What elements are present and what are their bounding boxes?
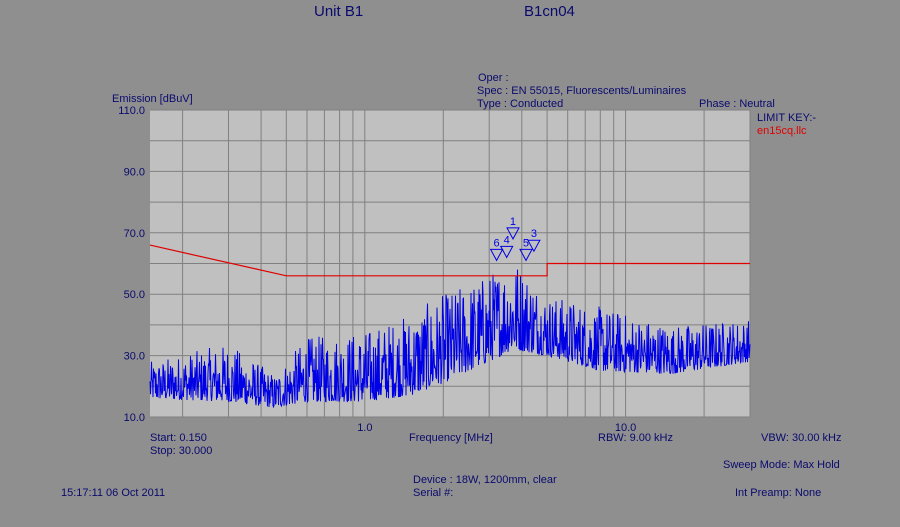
- emission-trace: [149, 269, 751, 409]
- spec-label: Spec : EN 55015, Fluorescents/Luminaires: [477, 85, 687, 97]
- y-tick-label: 30.0: [124, 351, 145, 363]
- marker-1-triangle: [506, 227, 520, 240]
- marker-5-label: 5: [523, 237, 529, 249]
- marker-4-label: 4: [504, 234, 510, 246]
- x-tick-label: 1.0: [357, 422, 372, 434]
- y-tick-label: 70.0: [124, 228, 145, 240]
- x-axis-label: Frequency [MHz]: [409, 432, 493, 444]
- marker-3-label: 3: [531, 228, 537, 240]
- type-label: Type : Conducted: [477, 98, 564, 110]
- test-id-title: B1cn04: [524, 3, 575, 20]
- rbw-label: RBW: 9.00 kHz: [598, 432, 673, 444]
- y-tick-labels: 110.0 90.0 70.0 50.0 30.0 10.0: [118, 105, 145, 424]
- marker-6-label: 6: [493, 237, 499, 249]
- y-tick-label: 90.0: [124, 166, 145, 178]
- y-tick-label: 110.0: [118, 105, 145, 117]
- limit-file-label: en15cq.llc: [757, 125, 807, 137]
- marker-5-triangle: [519, 248, 533, 262]
- peak-markers: 1 3 4 5 6: [489, 216, 541, 262]
- sweep-mode-label: Sweep Mode: Max Hold: [723, 459, 840, 471]
- y-tick-label: 50.0: [124, 289, 145, 301]
- start-freq: Start: 0.150: [150, 432, 207, 444]
- phase-label: Phase : Neutral: [699, 98, 775, 110]
- marker-1-label: 1: [510, 216, 516, 228]
- stop-freq: Stop: 30.000: [150, 445, 213, 457]
- marker-6-triangle: [489, 248, 504, 262]
- x-tick-label: 10.0: [615, 422, 636, 434]
- limit-key-label: LIMIT KEY:-: [757, 112, 817, 124]
- limit-line: [149, 244, 750, 277]
- unit-title: Unit B1: [314, 3, 364, 20]
- oper-label: Oper :: [478, 72, 509, 84]
- marker-4-triangle: [499, 245, 514, 259]
- marker-3-triangle: [527, 239, 541, 253]
- device-label: Device : 18W, 1200mm, clear: [413, 474, 557, 486]
- y-tick-label: 10.0: [124, 412, 145, 424]
- int-preamp-label: Int Preamp: None: [735, 487, 822, 499]
- serial-label: Serial #:: [413, 487, 454, 499]
- x-tick-labels: 1.0 10.0: [357, 422, 636, 434]
- vbw-label: VBW: 30.00 kHz: [761, 432, 842, 444]
- timestamp-label: 15:17:11 06 Oct 2011: [61, 487, 166, 499]
- y-axis-label: Emission [dBuV]: [112, 93, 193, 105]
